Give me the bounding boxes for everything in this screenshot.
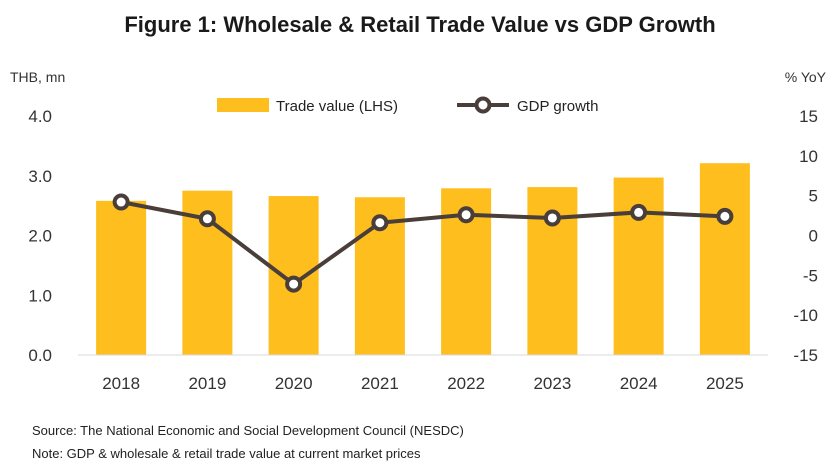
x-tick-label: 2020 [275, 374, 313, 393]
gdp-point-2019 [198, 210, 216, 228]
x-tick-label: 2024 [620, 374, 658, 393]
left-tick-label: 0.0 [28, 346, 52, 365]
bar-2020 [268, 196, 319, 355]
legend-bar-swatch [217, 98, 269, 112]
right-tick-label: 5 [809, 187, 818, 206]
right-axis-unit: % YoY [785, 69, 827, 85]
legend-line-marker [474, 96, 492, 114]
gdp-growth-line [120, 200, 725, 287]
left-tick-label: 3.0 [28, 167, 52, 186]
gdp-point-2022 [457, 206, 475, 224]
legend: Trade value (LHS) GDP growth [217, 96, 598, 115]
line-series [112, 193, 734, 293]
right-axis-ticks: -15 -10 -5 0 5 10 15 [793, 107, 818, 365]
right-tick-label: -10 [793, 306, 818, 325]
right-tick-label: 15 [799, 107, 818, 126]
left-axis-unit: THB, mn [10, 69, 65, 85]
chart-title: Figure 1: Wholesale & Retail Trade Value… [124, 12, 715, 37]
left-tick-label: 1.0 [28, 286, 52, 305]
legend-bar-label: Trade value (LHS) [276, 98, 398, 115]
gdp-point-2021 [371, 214, 389, 232]
x-tick-label: 2021 [361, 374, 399, 393]
left-tick-label: 4.0 [28, 107, 52, 126]
footnote: Note: GDP & wholesale & retail trade val… [32, 446, 421, 461]
bar-2018 [96, 200, 147, 355]
legend-line-label: GDP growth [517, 98, 598, 115]
x-tick-label: 2019 [188, 374, 226, 393]
x-axis-ticks: 2018 2019 2020 2021 2022 2023 2024 2025 [102, 374, 744, 393]
x-tick-label: 2023 [533, 374, 571, 393]
gdp-point-2018 [112, 193, 130, 211]
right-tick-label: 10 [799, 147, 818, 166]
bar-series [96, 163, 750, 355]
x-tick-label: 2025 [706, 374, 744, 393]
right-tick-label: -5 [803, 266, 818, 285]
left-axis-ticks: 0.0 1.0 2.0 3.0 4.0 [28, 107, 52, 365]
source-note: Source: The National Economic and Social… [32, 423, 464, 438]
left-tick-label: 2.0 [28, 227, 52, 246]
bar-2025 [699, 163, 750, 355]
gdp-point-2020 [285, 275, 303, 293]
x-tick-label: 2018 [102, 374, 140, 393]
gdp-point-2024 [630, 203, 648, 221]
right-tick-label: -15 [793, 346, 818, 365]
right-tick-label: 0 [809, 227, 818, 246]
gdp-point-2023 [543, 209, 561, 227]
gdp-point-2025 [716, 207, 734, 225]
x-tick-label: 2022 [447, 374, 485, 393]
